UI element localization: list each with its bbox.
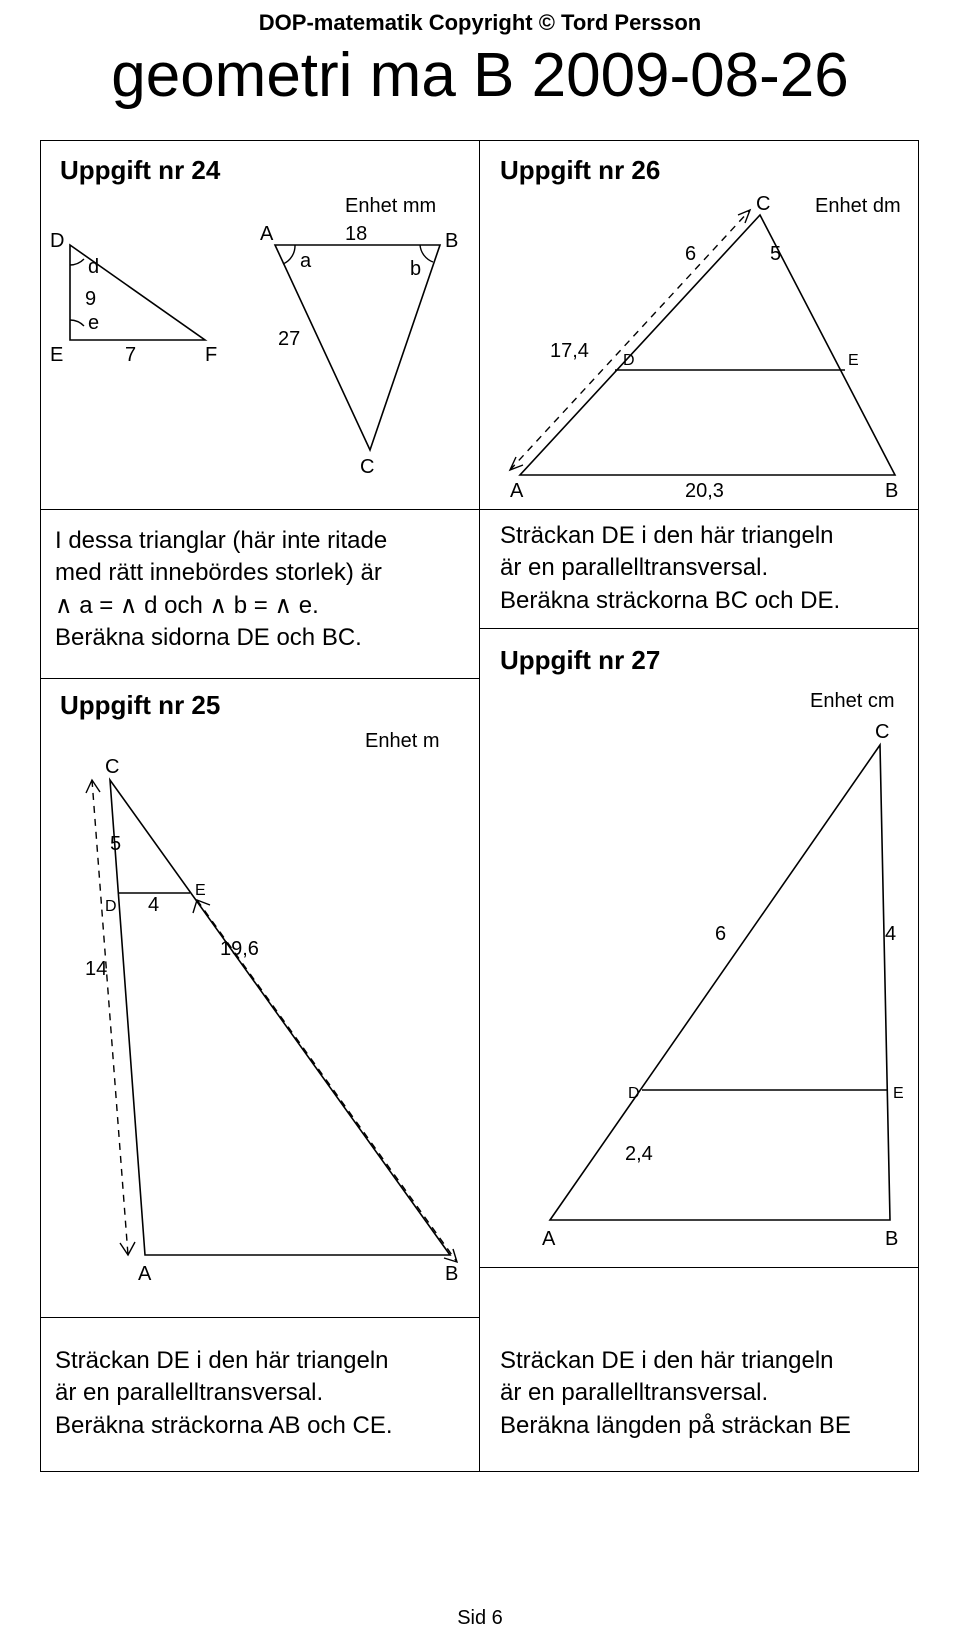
u27-D: D xyxy=(628,1085,640,1102)
u26-body-line-0: Sträckan DE i den här triangeln xyxy=(500,520,900,552)
u27-body-line-1: är en parallelltransversal. xyxy=(500,1377,900,1409)
u26-E: E xyxy=(848,352,859,369)
u25-D: D xyxy=(105,898,117,915)
lbl-B: B xyxy=(445,230,458,252)
lbl-nine: 9 xyxy=(85,288,96,310)
u26-D: D xyxy=(623,352,635,369)
u26-triangle: C 6 5 D E 17,4 A 20,3 B xyxy=(490,195,910,505)
u24-body-line-2: ∧ a = ∧ d och ∧ b = ∧ e. xyxy=(55,590,465,622)
u26-5: 5 xyxy=(770,243,781,265)
u27-E: E xyxy=(893,1085,904,1102)
u24-unit: Enhet mm xyxy=(345,195,436,218)
u27-A: A xyxy=(542,1228,556,1250)
lbl-d: d xyxy=(88,256,99,278)
u27-body-line-0: Sträckan DE i den här triangeln xyxy=(500,1345,900,1377)
lbl-e: e xyxy=(88,312,99,334)
lbl-F: F xyxy=(205,344,217,366)
u24-right-triangle: A a 18 b B 27 C xyxy=(250,225,480,495)
u27-C: C xyxy=(875,721,889,743)
lbl-E: E xyxy=(50,344,63,366)
u25-14: 14 xyxy=(85,958,107,980)
u26-body-line-1: är en parallelltransversal. xyxy=(500,552,900,584)
u27-heading: Uppgift nr 27 xyxy=(500,645,660,676)
u24-body-line-1: med rätt innebördes storlek) är xyxy=(55,557,465,589)
page-footer: Sid 6 xyxy=(0,1607,960,1630)
u27-triangle: C 6 4 D E 2,4 A B xyxy=(490,720,910,1260)
u24-heading: Uppgift nr 24 xyxy=(60,155,220,186)
u27-body-line-2: Beräkna längden på sträckan BE xyxy=(500,1410,900,1442)
u25-body-line-0: Sträckan DE i den här triangeln xyxy=(55,1345,465,1377)
u26-body: Sträckan DE i den här triangeln är en pa… xyxy=(500,520,900,617)
lbl-a: a xyxy=(300,250,312,272)
u27-6: 6 xyxy=(715,923,726,945)
u26-203: 20,3 xyxy=(685,480,724,502)
u25-4: 4 xyxy=(148,894,159,916)
lbl-b: b xyxy=(410,258,421,280)
u25-A: A xyxy=(138,1263,152,1285)
u24-body: I dessa trianglar (här inte ritade med r… xyxy=(55,525,465,655)
u27-24: 2,4 xyxy=(625,1143,653,1165)
u25-triangle: C 5 D 4 E 14 19,6 A B xyxy=(50,755,470,1295)
copyright-text: DOP-matematik Copyright © Tord Persson xyxy=(0,10,960,36)
u26-heading: Uppgift nr 26 xyxy=(500,155,660,186)
lbl-27: 27 xyxy=(278,328,300,350)
u26-174: 17,4 xyxy=(550,340,589,362)
u26-A: A xyxy=(510,480,524,502)
u25-body-line-1: är en parallelltransversal. xyxy=(55,1377,465,1409)
page-title: geometri ma B 2009-08-26 xyxy=(0,40,960,111)
u27-body: Sträckan DE i den här triangeln är en pa… xyxy=(500,1345,900,1442)
u26-C: C xyxy=(756,195,770,215)
u25-body: Sträckan DE i den här triangeln är en pa… xyxy=(55,1345,465,1442)
u25-heading: Uppgift nr 25 xyxy=(60,690,220,721)
lbl-A: A xyxy=(260,225,274,245)
u25-unit: Enhet m xyxy=(365,730,439,753)
lbl-18: 18 xyxy=(345,225,367,245)
u25-C: C xyxy=(105,756,119,778)
page: DOP-matematik Copyright © Tord Persson g… xyxy=(0,0,960,1650)
u25-5: 5 xyxy=(110,833,121,855)
u27-unit: Enhet cm xyxy=(810,690,894,713)
u25-E: E xyxy=(195,882,206,899)
u25-body-line-2: Beräkna sträckorna AB och CE. xyxy=(55,1410,465,1442)
u25-196: 19,6 xyxy=(220,938,259,960)
u25-B: B xyxy=(445,1263,458,1285)
u24-body-line-3: Beräkna sidorna DE och BC. xyxy=(55,622,465,654)
lbl-C-u24: C xyxy=(360,456,374,478)
u24-left-triangle: D d 9 e E 7 F xyxy=(50,225,240,395)
u27-B: B xyxy=(885,1228,898,1250)
u24-body-line-0: I dessa trianglar (här inte ritade xyxy=(55,525,465,557)
u26-B: B xyxy=(885,480,898,502)
u27-4: 4 xyxy=(885,923,896,945)
lbl-D: D xyxy=(50,230,64,252)
u26-body-line-2: Beräkna sträckorna BC och DE. xyxy=(500,585,900,617)
u26-6: 6 xyxy=(685,243,696,265)
lbl-seven: 7 xyxy=(125,344,136,366)
